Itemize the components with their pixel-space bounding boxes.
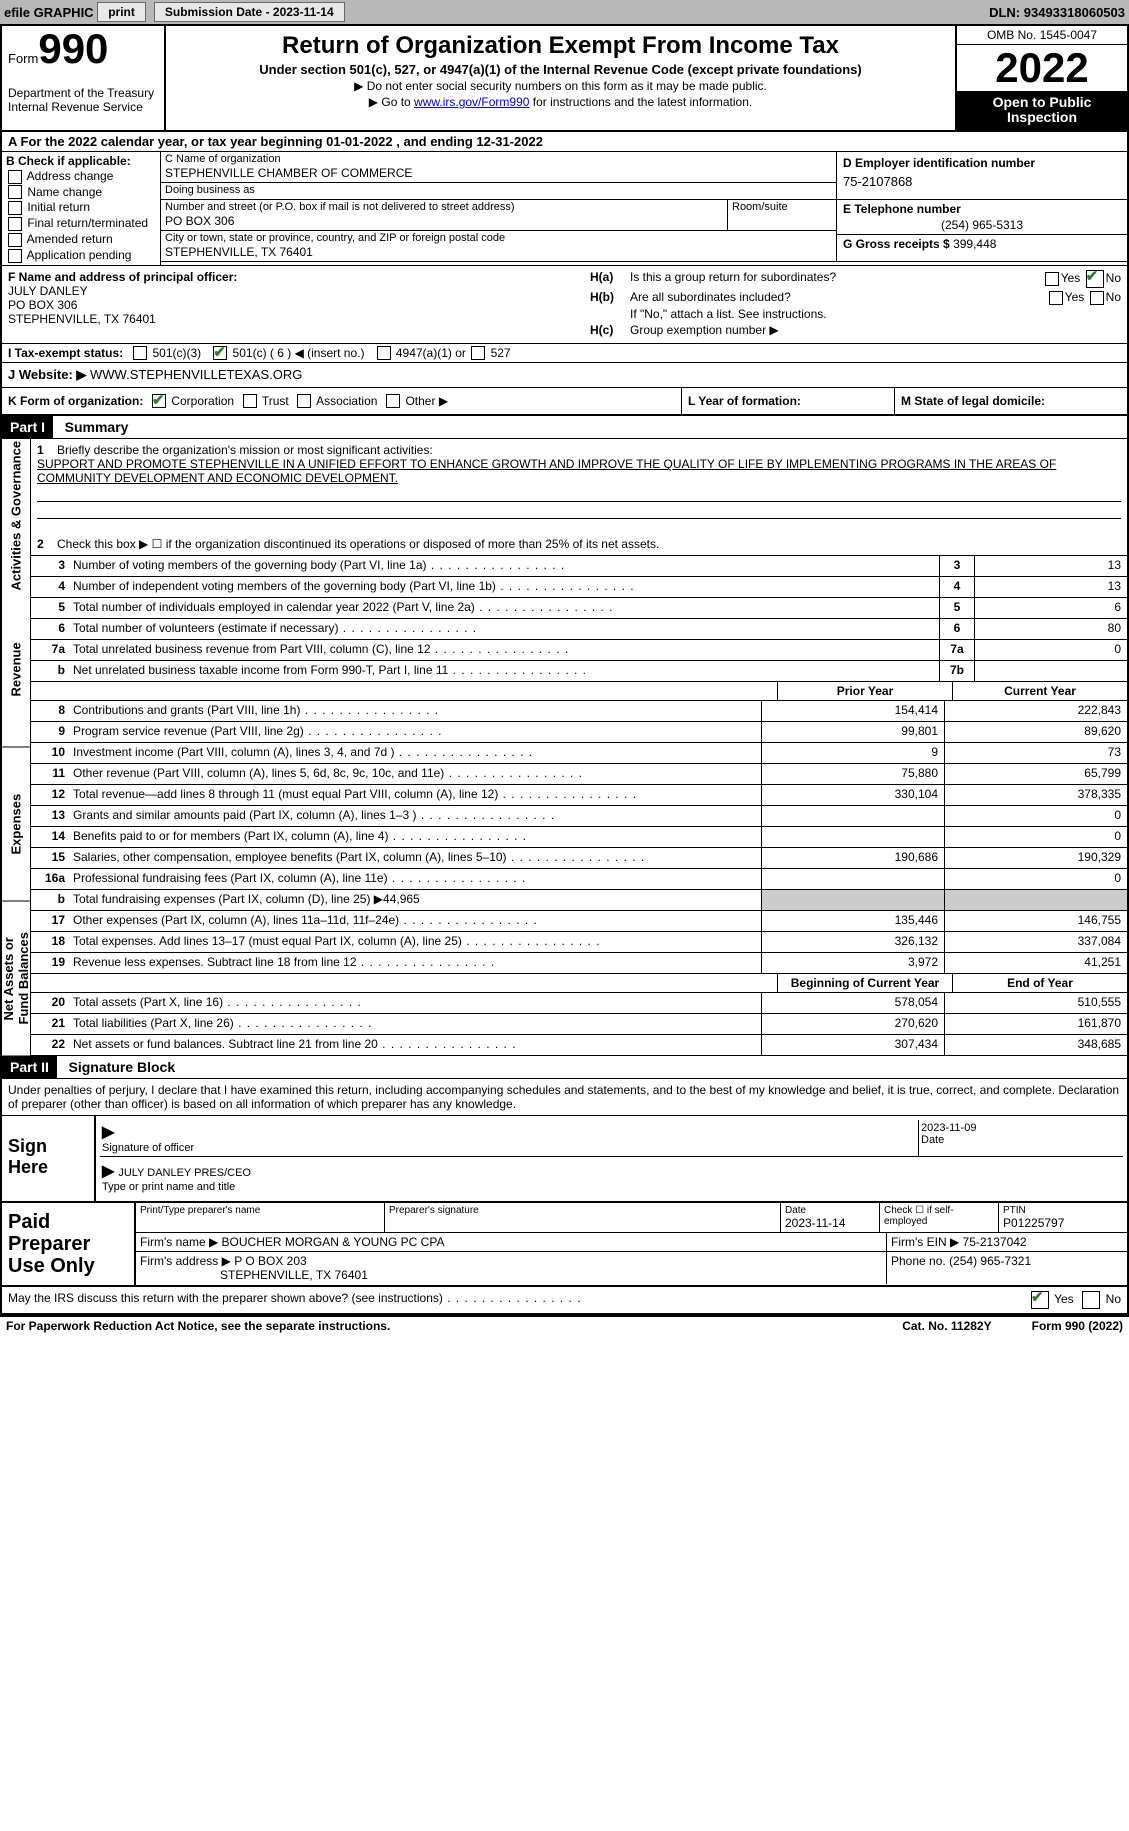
sign-date: 2023-11-09: [921, 1122, 976, 1134]
line-13: 13Grants and similar amounts paid (Part …: [31, 806, 1127, 827]
org-name: STEPHENVILLE CHAMBER OF COMMERCE: [161, 166, 836, 182]
final-return-checkbox[interactable]: [8, 217, 22, 231]
paid-preparer-block: Paid Preparer Use Only Print/Type prepar…: [2, 1203, 1127, 1287]
section-c: C Name of organization STEPHENVILLE CHAM…: [161, 152, 836, 199]
application-pending-checkbox[interactable]: [8, 249, 22, 263]
section-b: B Check if applicable: Address change Na…: [2, 152, 161, 265]
section-d: D Employer identification number 75-2107…: [836, 152, 1127, 199]
summary-line-6: 6Total number of volunteers (estimate if…: [31, 619, 1127, 640]
527-checkbox[interactable]: [471, 346, 485, 360]
section-f: F Name and address of principal officer:…: [2, 266, 584, 343]
line-8: 8Contributions and grants (Part VIII, li…: [31, 701, 1127, 722]
line-17: 17Other expenses (Part IX, column (A), l…: [31, 911, 1127, 932]
line-10: 10Investment income (Part VIII, column (…: [31, 743, 1127, 764]
name-change-checkbox[interactable]: [8, 185, 22, 199]
sign-here-block: Sign Here ▶Signature of officer 2023-11-…: [2, 1115, 1127, 1203]
prior-current-header: Prior Year Current Year: [31, 682, 1127, 701]
efile-label: efile GRAPHIC: [4, 5, 94, 20]
top-bar: efile GRAPHIC print Submission Date - 20…: [0, 0, 1129, 24]
penalty-statement: Under penalties of perjury, I declare th…: [2, 1079, 1127, 1115]
corporation-checkbox[interactable]: [152, 394, 166, 408]
page-footer: For Paperwork Reduction Act Notice, see …: [0, 1317, 1129, 1335]
line-16a: 16aProfessional fundraising fees (Part I…: [31, 869, 1127, 890]
year-box: OMB No. 1545-0047 2022 Open to Public In…: [955, 26, 1127, 130]
firm-phone: (254) 965-7321: [949, 1254, 1031, 1268]
other-checkbox[interactable]: [386, 394, 400, 408]
line-22: 22Net assets or fund balances. Subtract …: [31, 1035, 1127, 1056]
section-j: J Website: ▶ WWW.STEPHENVILLETEXAS.ORG: [2, 363, 1127, 388]
section-e: E Telephone number (254) 965-5313: [837, 200, 1127, 235]
beg-end-header: Beginning of Current Year End of Year: [31, 974, 1127, 993]
website: WWW.STEPHENVILLETEXAS.ORG: [86, 367, 302, 382]
initial-return-checkbox[interactable]: [8, 201, 22, 215]
501c3-checkbox[interactable]: [133, 346, 147, 360]
print-button[interactable]: print: [97, 2, 146, 22]
ptin: P01225797: [1003, 1216, 1064, 1230]
summary-line-4: 4Number of independent voting members of…: [31, 577, 1127, 598]
line-1: 1Briefly describe the organization's mis…: [31, 439, 1127, 556]
hb-yes-checkbox[interactable]: [1049, 291, 1063, 305]
line-18: 18Total expenses. Add lines 13–17 (must …: [31, 932, 1127, 953]
association-checkbox[interactable]: [297, 394, 311, 408]
line-b: bTotal fundraising expenses (Part IX, co…: [31, 890, 1127, 911]
firm-name: BOUCHER MORGAN & YOUNG PC CPA: [222, 1235, 445, 1249]
section-l: L Year of formation:: [681, 388, 894, 415]
officer-name: JULY DANLEY: [8, 284, 578, 298]
instructions-link[interactable]: www.irs.gov/Form990: [414, 95, 529, 109]
room-suite: Room/suite: [727, 200, 836, 230]
form-title: Return of Organization Exempt From Incom…: [172, 32, 949, 60]
summary-line-7a: 7aTotal unrelated business revenue from …: [31, 640, 1127, 661]
omb-number: OMB No. 1545-0047: [957, 26, 1127, 45]
street-address: PO BOX 306: [161, 214, 727, 230]
mission-text: SUPPORT AND PROMOTE STEPHENVILLE IN A UN…: [37, 457, 1121, 485]
line-a: A For the 2022 calendar year, or tax yea…: [2, 132, 1127, 152]
line-14: 14Benefits paid to or for members (Part …: [31, 827, 1127, 848]
part-2-header: Part II Signature Block: [2, 1056, 1127, 1079]
may-irs-discuss: May the IRS discuss this return with the…: [2, 1287, 1127, 1315]
summary-line-5: 5Total number of individuals employed in…: [31, 598, 1127, 619]
discuss-yes-checkbox[interactable]: [1031, 1291, 1049, 1309]
amended-return-checkbox[interactable]: [8, 233, 22, 247]
dept-label: Department of the Treasury Internal Reve…: [8, 86, 158, 114]
telephone: (254) 965-5313: [843, 218, 1121, 232]
discuss-no-checkbox[interactable]: [1082, 1291, 1100, 1309]
line-11: 11Other revenue (Part VIII, column (A), …: [31, 764, 1127, 785]
ha-yes-checkbox[interactable]: [1045, 272, 1059, 286]
form-id-box: Form990 Department of the Treasury Inter…: [2, 26, 166, 130]
section-i: I Tax-exempt status: 501(c)(3) 501(c) ( …: [2, 344, 1127, 363]
summary-line-3: 3Number of voting members of the governi…: [31, 556, 1127, 577]
line-9: 9Program service revenue (Part VIII, lin…: [31, 722, 1127, 743]
line-21: 21Total liabilities (Part X, line 26)270…: [31, 1014, 1127, 1035]
firm-ein: 75-2137042: [963, 1235, 1027, 1249]
form-container: Form990 Department of the Treasury Inter…: [0, 24, 1129, 1317]
form-title-box: Return of Organization Exempt From Incom…: [166, 26, 955, 130]
firm-address: STEPHENVILLE, TX 76401: [220, 1268, 368, 1282]
officer-printed-name: JULY DANLEY PRES/CEO: [118, 1167, 251, 1179]
line-19: 19Revenue less expenses. Subtract line 1…: [31, 953, 1127, 974]
line-20: 20Total assets (Part X, line 16)578,0545…: [31, 993, 1127, 1014]
line-12: 12Total revenue—add lines 8 through 11 (…: [31, 785, 1127, 806]
address-change-checkbox[interactable]: [8, 170, 22, 184]
501c-checkbox[interactable]: [213, 346, 227, 360]
tax-year: 2022: [957, 45, 1127, 91]
section-h: H(a) Is this a group return for subordin…: [584, 266, 1127, 343]
city-state-zip: STEPHENVILLE, TX 76401: [161, 245, 836, 261]
open-to-public: Open to Public Inspection: [957, 91, 1127, 130]
submission-date-box: Submission Date - 2023-11-14: [154, 2, 345, 22]
preparer-date: 2023-11-14: [785, 1216, 846, 1230]
section-m: M State of legal domicile:: [894, 388, 1127, 415]
line-15: 15Salaries, other compensation, employee…: [31, 848, 1127, 869]
trust-checkbox[interactable]: [243, 394, 257, 408]
side-labels: Activities & Governance Revenue Expenses…: [2, 439, 31, 1056]
ha-no-checkbox[interactable]: [1086, 270, 1104, 288]
gross-receipts: 399,448: [953, 237, 996, 251]
hb-no-checkbox[interactable]: [1090, 291, 1104, 305]
dln: DLN: 93493318060503: [989, 5, 1125, 20]
summary-line-b: bNet unrelated business taxable income f…: [31, 661, 1127, 682]
section-g: G Gross receipts $ 399,448: [837, 235, 1127, 253]
ein: 75-2107868: [843, 174, 1121, 189]
section-k: K Form of organization: Corporation Trus…: [2, 388, 681, 415]
part-1-header: Part I Summary: [2, 416, 1127, 439]
4947-checkbox[interactable]: [377, 346, 391, 360]
